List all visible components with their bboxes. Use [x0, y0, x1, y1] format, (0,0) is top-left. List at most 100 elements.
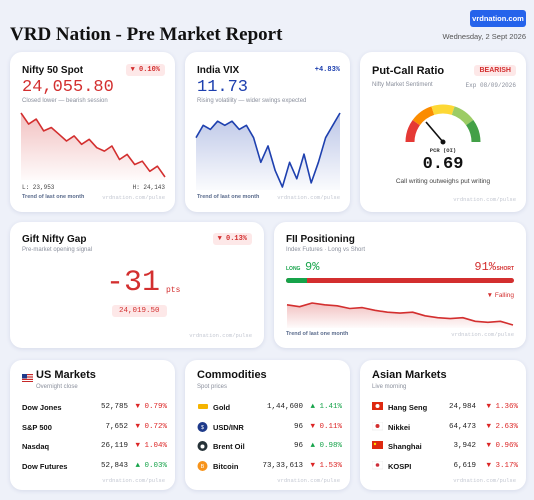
row-change: ▲ 0.98%: [310, 442, 342, 450]
row-change: ▼ 3.17%: [486, 461, 518, 470]
sparkline: [195, 112, 341, 190]
caption: Trend of last one month: [286, 331, 349, 337]
row-price: 24,984: [448, 403, 476, 411]
site-link[interactable]: vrdnation.com: [470, 10, 526, 27]
flag-icon: [22, 374, 33, 382]
change-badge: ▼ 0.10%: [125, 64, 165, 76]
source: vrdnation.com/pulse: [451, 331, 514, 338]
commodities-card: Commodities Spot prices Gold 1,44,600 ▲ 1.41…: [185, 360, 350, 490]
row-name: Nikkei: [388, 422, 411, 432]
row-price: 26,119: [100, 442, 128, 450]
card-title: Gift Nifty Gap: [22, 234, 87, 245]
asia-card: Asian Markets Live morning Hang Seng 24,984…: [360, 360, 526, 490]
subtitle: Index Futures · Long vs Short: [286, 247, 366, 253]
caption: Trend of last one month: [22, 194, 85, 200]
row-price: 64,473: [448, 422, 476, 431]
sparkline: [286, 302, 514, 328]
row-icon: B: [197, 460, 208, 471]
spot-value: 24,055.80: [22, 78, 114, 97]
nifty-card: Nifty 50 Spot ▼ 0.10% 24,055.80 Closed l…: [10, 52, 175, 212]
pcr-card: Put-Call Ratio BEARISH Nifty Market Sent…: [360, 52, 526, 212]
card-title: Commodities: [197, 369, 267, 381]
long-share: [286, 278, 307, 283]
card-title: Put-Call Ratio: [372, 65, 445, 77]
gauge-arc: [431, 104, 455, 115]
expiry: Exp 08/09/2026: [465, 82, 516, 89]
row-price: 6,619: [453, 461, 476, 470]
row-change: ▼ 0.72%: [135, 422, 167, 431]
vix-value: 11.73: [197, 78, 249, 97]
source: vrdnation.com/pulse: [189, 332, 252, 339]
row-change: ▼ 1.04%: [135, 442, 167, 450]
trend-line: [20, 112, 166, 178]
row-name: Gold: [213, 403, 231, 412]
source: vrdnation.com/pulse: [102, 194, 165, 201]
gauge-arc: [412, 106, 435, 126]
us-card: US Markets Overnight close Dow Jones 52,785…: [10, 360, 175, 490]
gift-card: Gift Nifty Gap ▼ 0.13% Pre-market openin…: [10, 222, 264, 348]
vix-card: India VIX +4.83% 11.73 Rising volatility…: [185, 52, 350, 212]
row-change: ▼ 2.63%: [486, 422, 518, 431]
page-title: VRD Nation - Pre Market Report: [10, 24, 283, 45]
fii-card: FII Positioning Index Futures · Long vs …: [274, 222, 526, 348]
pcr-value: 0.69: [422, 155, 464, 174]
long-label: LONG: [286, 266, 301, 272]
source: vrdnation.com/pulse: [277, 194, 340, 201]
card-title: India VIX: [197, 65, 240, 76]
row-price: 73,33,613: [262, 461, 303, 470]
svg-text:$: $: [201, 425, 204, 431]
row-price: 52,843: [100, 461, 128, 470]
gauge-arc: [405, 119, 421, 143]
row-icon: $: [197, 421, 208, 432]
sentiment-badge: BEARISH: [474, 65, 516, 76]
row-change: ▼ 1.53%: [310, 461, 342, 470]
source: vrdnation.com/pulse: [453, 477, 516, 484]
note: Call writing outweighs put writing: [395, 178, 491, 185]
card-title: Nifty 50 Spot: [22, 65, 84, 76]
svg-text:B: B: [201, 464, 205, 470]
trend-line: [195, 112, 341, 188]
gauge-arc: [451, 106, 474, 126]
gift-level: 24,019.50: [112, 305, 167, 317]
row-change: ▼ 0.11%: [310, 422, 342, 431]
subtitle: Nifty Market Sentiment: [372, 82, 433, 88]
row-name: Nasdaq: [22, 442, 50, 451]
subtitle: Overnight close: [36, 384, 78, 390]
row-icon: [372, 441, 383, 449]
row-change: ▼ 0.96%: [486, 442, 518, 450]
gauge-needle: [425, 121, 444, 143]
row-price: 96: [293, 442, 303, 450]
row-icon: [372, 460, 383, 469]
row-change: ▲ 1.41%: [310, 403, 342, 411]
row-change: ▼ 1.36%: [486, 403, 518, 411]
row-price: 96: [293, 422, 303, 431]
trend-area: [21, 113, 165, 180]
row-change: ▼ 0.79%: [135, 403, 167, 411]
row-name: S&P 500: [22, 422, 52, 432]
change-badge: ▼ 0.13%: [212, 233, 252, 245]
trend-area: [196, 113, 340, 190]
sparkline: [20, 112, 166, 180]
source: vrdnation.com/pulse: [102, 477, 165, 484]
gauge-hub: [440, 139, 446, 145]
change: +4.83%: [314, 66, 340, 74]
row-icon: [372, 402, 383, 410]
caption: Trend of last one month: [197, 194, 260, 200]
note: Rising volatility — wider swings expecte…: [197, 98, 307, 104]
row-name: Dow Jones: [22, 403, 62, 412]
high: H: 24,143: [132, 184, 165, 191]
gauge: [405, 104, 481, 145]
row-name: Brent Oil: [213, 442, 245, 451]
row-icon: [197, 441, 208, 451]
row-name: KOSPI: [388, 461, 412, 471]
gauge-arc: [465, 119, 481, 143]
row-name: Hang Seng: [388, 403, 428, 412]
card-title: US Markets: [36, 369, 96, 381]
short-label: SHORT: [496, 266, 515, 272]
row-price: 1,44,600: [266, 403, 303, 411]
subtitle: Spot prices: [197, 384, 228, 390]
trend-area: [287, 303, 513, 328]
trend-line: [286, 302, 514, 326]
note: Closed lower — bearish session: [22, 98, 108, 104]
row-name: Dow Futures: [22, 461, 68, 471]
